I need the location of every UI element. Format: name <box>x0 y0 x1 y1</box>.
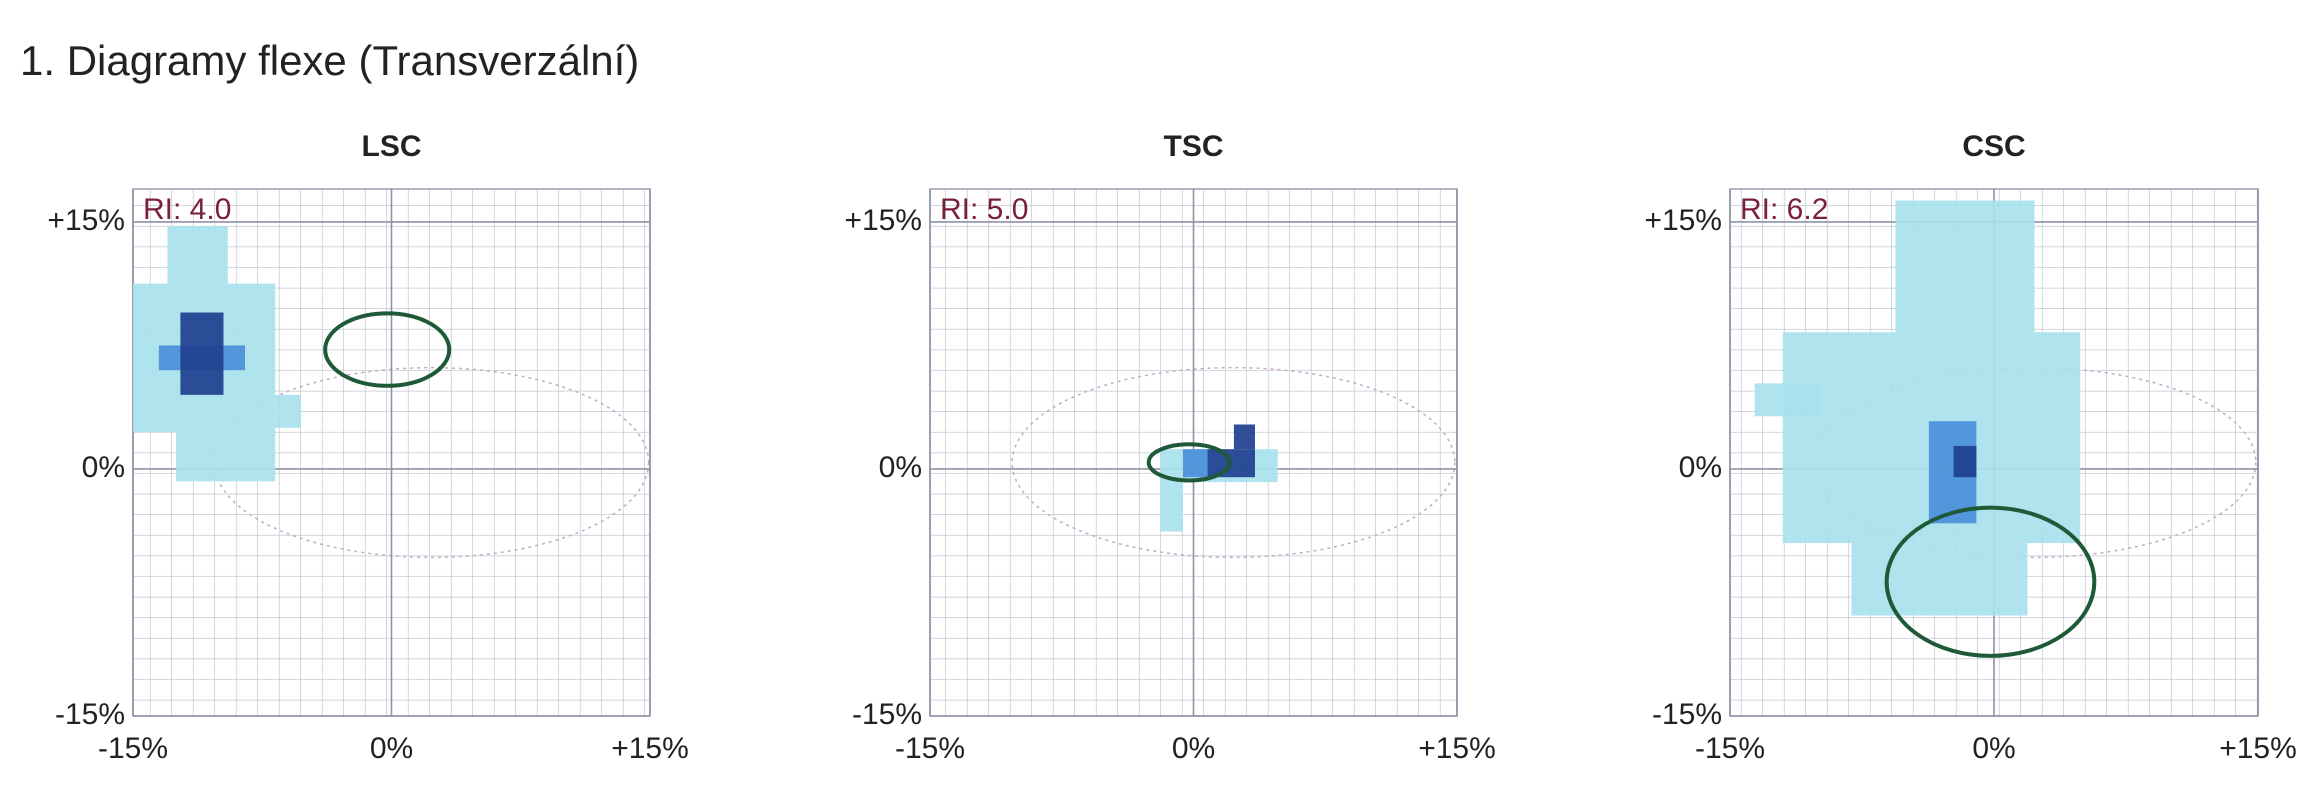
heat-cell <box>167 226 228 284</box>
panel-title: TSC <box>1164 130 1224 163</box>
panel-title: LSC <box>362 130 422 163</box>
heat-cell <box>176 431 276 482</box>
y-tick-label: -15% <box>852 698 922 731</box>
y-tick-label: -15% <box>55 698 125 731</box>
ri-label: RI: 6.2 <box>1740 193 1828 226</box>
panel: TSC -15% 0% +15% -15% 0% +15% RI: 5.0 <box>844 130 1495 765</box>
reference-outline <box>1011 366 1456 559</box>
heat-cell <box>275 394 302 428</box>
x-tick-label: 0% <box>370 732 413 765</box>
reference-outline <box>1811 366 2257 559</box>
target-ellipse <box>1884 505 2097 658</box>
panel: CSC -15% 0% +15% -15% 0% +15% RI: 6.2 <box>1644 130 2296 765</box>
x-tick-label: +15% <box>1418 732 1496 765</box>
x-tick-label: 0% <box>1972 732 2015 765</box>
y-tick-label: 0% <box>879 451 922 484</box>
target-ellipse <box>1146 442 1232 483</box>
y-tick-label: -15% <box>1652 698 1722 731</box>
y-tick-label: +15% <box>844 204 922 237</box>
x-tick-label: -15% <box>98 732 168 765</box>
page-title: 1. Diagramy flexe (Transverzální) <box>20 37 639 84</box>
heat-cell <box>1233 424 1255 450</box>
y-tick-label: 0% <box>1679 451 1722 484</box>
heat-cell <box>1182 449 1208 478</box>
ri-label: RI: 5.0 <box>940 193 1028 226</box>
target-ellipse <box>323 311 452 388</box>
heat-cell <box>1851 543 2028 616</box>
y-tick-label: +15% <box>1644 204 1722 237</box>
x-tick-label: +15% <box>611 732 689 765</box>
heat-cell <box>1160 482 1183 532</box>
heat-cell <box>1895 200 2035 333</box>
x-tick-label: 0% <box>1172 732 1215 765</box>
heat-cell <box>1953 445 1977 478</box>
y-tick-label: +15% <box>47 204 125 237</box>
panel-title: CSC <box>1962 130 2025 163</box>
reference-outline <box>213 366 650 559</box>
x-tick-label: -15% <box>1695 732 1765 765</box>
y-tick-label: 0% <box>82 451 125 484</box>
heat-cell <box>180 312 224 395</box>
ri-label: RI: 4.0 <box>143 193 231 226</box>
panel: LSC -15% 0% +15% -15% 0% +15% RI: 4.0 <box>47 130 688 765</box>
heat-cell <box>1754 383 1822 417</box>
x-tick-label: +15% <box>2219 732 2297 765</box>
x-tick-label: -15% <box>895 732 965 765</box>
